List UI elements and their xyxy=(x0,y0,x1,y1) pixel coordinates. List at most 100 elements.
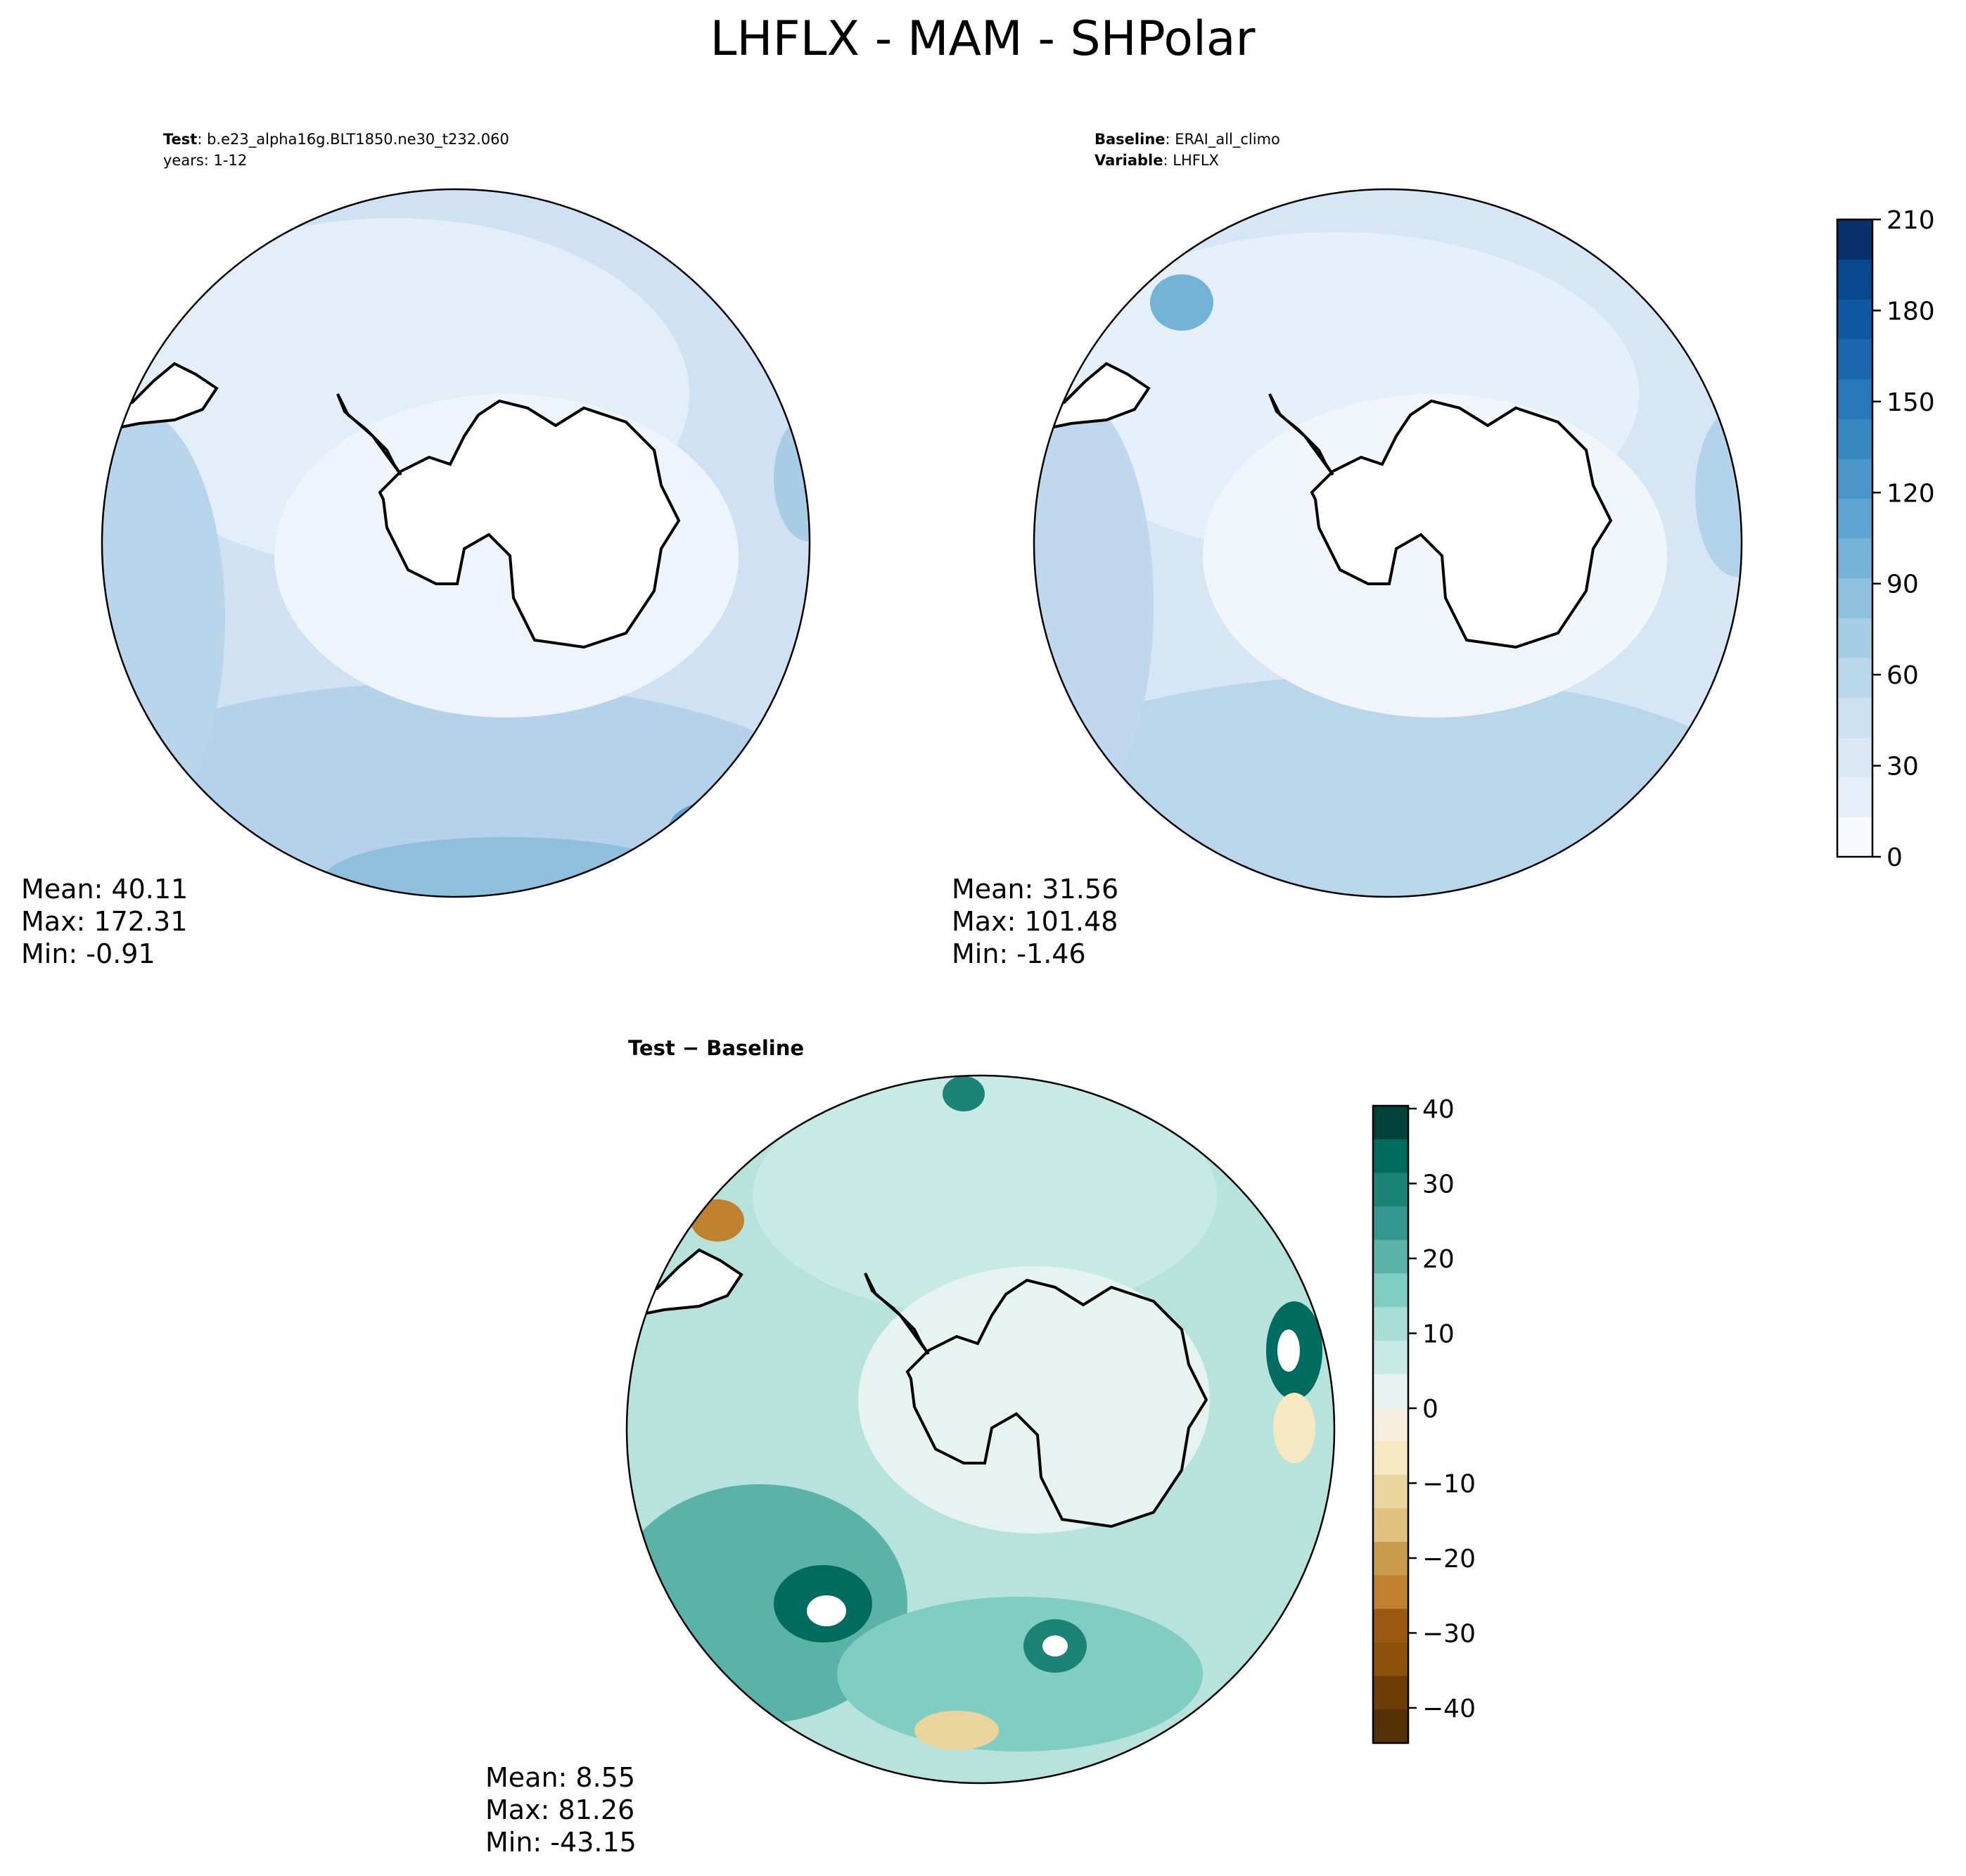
main-colorbar-band xyxy=(1837,299,1872,340)
main-colorbar-band xyxy=(1837,618,1872,658)
main-colorbar-band xyxy=(1837,498,1872,539)
diff-colorbar: 40 30 20 10 0 −10 −20 −30 −40 xyxy=(1372,1095,1476,1744)
diff-colorbar-tick-label: 0 xyxy=(1422,1395,1438,1424)
diff-colorbar-band xyxy=(1373,1709,1408,1744)
baseline-header: Baseline: ERAI_all_climo xyxy=(1094,131,1280,148)
diff-colorbar-band xyxy=(1373,1106,1408,1140)
diff-colorbar-tick-label: 10 xyxy=(1422,1320,1455,1349)
diff-field-dark-north xyxy=(943,1076,985,1111)
main-colorbar-tick-label: 30 xyxy=(1887,753,1919,781)
baseline-case-name: ERAI_all_climo xyxy=(1175,131,1280,148)
test-mean: Mean: 40.11 xyxy=(21,874,188,905)
diff-colorbar-frame xyxy=(1372,1104,1410,1744)
main-colorbar: 0 30 60 90 120 150 180 210 xyxy=(1836,206,1935,872)
main-colorbar-tick-label: 60 xyxy=(1887,661,1919,690)
diff-field-hole-sw xyxy=(807,1595,846,1626)
main-colorbar-band xyxy=(1837,419,1872,459)
main-colorbar-band xyxy=(1837,578,1872,618)
test-min: Min: -0.91 xyxy=(21,938,155,969)
diff-colorbar-band xyxy=(1373,1173,1408,1207)
panel-baseline: Baseline: ERAI_all_climo Variable: LHFLX… xyxy=(952,131,1743,969)
diff-colorbar-band xyxy=(1373,1340,1408,1375)
difference-max: Max: 81.26 xyxy=(485,1794,634,1825)
diff-colorbar-ticks: 40 30 20 10 0 −10 −20 −30 −40 xyxy=(1408,1095,1476,1723)
diff-colorbar-bands xyxy=(1373,1106,1408,1744)
test-header: Test: b.e23_alpha16g.BLT1850.ne30_t232.0… xyxy=(163,131,509,148)
main-colorbar-tick-label: 180 xyxy=(1887,297,1935,326)
main-colorbar-frame xyxy=(1836,218,1874,858)
panel-difference: Test − Baseline Mean: 8.55 xyxy=(485,1036,1336,1858)
main-colorbar-tick-label: 210 xyxy=(1887,206,1935,235)
difference-min: Min: -43.15 xyxy=(485,1827,637,1858)
baseline-map-boundary xyxy=(1033,188,1743,898)
main-colorbar-tick-label: 150 xyxy=(1887,388,1935,417)
difference-mean: Mean: 8.55 xyxy=(485,1762,635,1793)
main-colorbar-band xyxy=(1837,538,1872,579)
panel-test: Test: b.e23_alpha16g.BLT1850.ne30_t232.0… xyxy=(21,131,811,969)
diff-field-tan-east xyxy=(1273,1393,1315,1463)
diff-colorbar-tick-label: 40 xyxy=(1422,1095,1455,1124)
test-case-name: b.e23_alpha16g.BLT1850.ne30_t232.060 xyxy=(207,131,509,148)
test-key: Test xyxy=(163,131,197,148)
diff-colorbar-band xyxy=(1373,1239,1408,1275)
diff-colorbar-tick-label: −30 xyxy=(1422,1620,1476,1649)
diff-colorbar-band xyxy=(1373,1642,1408,1677)
diff-colorbar-tick-label: −20 xyxy=(1422,1545,1476,1574)
main-colorbar-band xyxy=(1837,338,1872,380)
diff-colorbar-band xyxy=(1373,1408,1408,1442)
variable-key: Variable xyxy=(1094,152,1163,169)
diff-colorbar-band xyxy=(1373,1374,1408,1408)
diff-colorbar-band xyxy=(1373,1206,1408,1241)
baseline-field-dark-nw xyxy=(1150,274,1213,331)
difference-title: Test − Baseline xyxy=(628,1036,804,1060)
test-years: years: 1-12 xyxy=(163,152,247,169)
diff-colorbar-band xyxy=(1373,1676,1408,1710)
test-map xyxy=(102,189,810,897)
baseline-map xyxy=(1034,189,1742,897)
variable-name: LHFLX xyxy=(1173,152,1219,169)
main-colorbar-tick-label: 0 xyxy=(1887,843,1903,872)
baseline-field-medium-west xyxy=(1034,394,1154,816)
diff-field-hole-south xyxy=(1042,1635,1068,1657)
variable-header: Variable: LHFLX xyxy=(1094,152,1219,169)
diff-field-light-north xyxy=(753,1076,1217,1315)
diff-colorbar-band xyxy=(1373,1609,1408,1643)
main-colorbar-bands xyxy=(1837,219,1872,857)
main-colorbar-band xyxy=(1837,458,1872,499)
diff-colorbar-band xyxy=(1373,1541,1408,1576)
main-colorbar-band xyxy=(1837,219,1872,260)
baseline-mean: Mean: 31.56 xyxy=(952,874,1118,905)
main-colorbar-ticks: 0 30 60 90 120 150 180 210 xyxy=(1872,206,1935,872)
diff-field-brown-nw xyxy=(691,1199,744,1242)
diff-field-tan-south xyxy=(914,1711,999,1750)
main-colorbar-band xyxy=(1837,817,1872,857)
diff-colorbar-band xyxy=(1373,1474,1408,1509)
main-colorbar-band xyxy=(1837,737,1872,778)
baseline-key: Baseline xyxy=(1094,131,1166,148)
baseline-max: Max: 101.48 xyxy=(952,906,1118,937)
test-field-dark-south xyxy=(324,837,689,897)
main-colorbar-band xyxy=(1837,378,1872,419)
diff-colorbar-tick-label: 30 xyxy=(1422,1170,1455,1199)
diff-field-hole-east xyxy=(1277,1329,1300,1372)
figure-title: LHFLX - MAM - SHPolar xyxy=(710,11,1256,67)
test-field-medium-west xyxy=(102,408,225,830)
main-colorbar-tick-label: 120 xyxy=(1887,479,1935,508)
diff-colorbar-band xyxy=(1373,1139,1408,1173)
diff-colorbar-band xyxy=(1373,1273,1408,1308)
main-colorbar-band xyxy=(1837,697,1872,738)
test-max: Max: 172.31 xyxy=(21,906,187,937)
diff-colorbar-tick-label: −10 xyxy=(1422,1470,1476,1499)
main-colorbar-tick-label: 90 xyxy=(1887,570,1919,599)
diff-colorbar-tick-label: −40 xyxy=(1422,1695,1476,1723)
difference-map xyxy=(627,1076,1334,1783)
test-map-boundary xyxy=(101,188,811,898)
diff-colorbar-band xyxy=(1373,1307,1408,1341)
diff-colorbar-tick-label: 20 xyxy=(1422,1245,1455,1274)
diff-colorbar-band xyxy=(1373,1575,1408,1609)
diff-colorbar-band xyxy=(1373,1508,1408,1543)
test-field-dark-se xyxy=(668,802,753,858)
main-colorbar-band xyxy=(1837,259,1872,300)
diff-field-teal-south xyxy=(837,1597,1203,1751)
